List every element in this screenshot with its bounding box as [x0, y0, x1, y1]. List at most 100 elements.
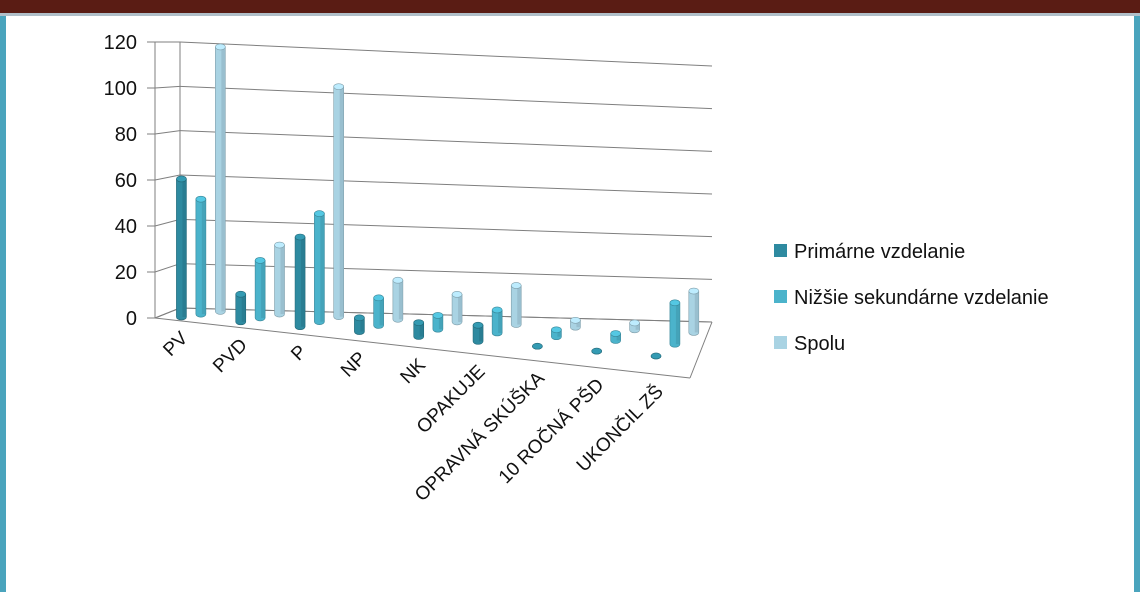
category-label: PVD — [209, 335, 251, 377]
bar-shade — [261, 260, 266, 318]
bar — [215, 43, 226, 315]
bar-top — [333, 83, 345, 90]
bar-top — [254, 257, 266, 264]
legend-label: Spolu — [794, 333, 845, 355]
bar-top — [294, 233, 306, 241]
bar — [432, 312, 444, 333]
floor-left-edge — [154, 307, 181, 319]
bar — [333, 83, 345, 320]
bar — [650, 352, 662, 360]
top-border — [0, 0, 1140, 13]
bar-top — [354, 314, 365, 322]
right-border — [1134, 16, 1140, 592]
top-border-inner — [0, 13, 1140, 16]
legend-label: Nižšie sekundárne vzdelanie — [794, 287, 1049, 309]
bar-shade — [635, 322, 640, 330]
floor-back-edge — [179, 307, 713, 323]
gridline — [179, 85, 713, 110]
bar-top — [413, 319, 425, 326]
bar — [472, 321, 484, 345]
bar-top — [532, 342, 543, 350]
bar-top — [432, 312, 444, 319]
bar-shade — [398, 280, 403, 320]
y-tick-label: 60 — [115, 170, 137, 192]
gridline — [179, 130, 713, 152]
bar-shade — [221, 46, 226, 312]
bar — [274, 241, 285, 318]
bar-shade — [694, 291, 699, 333]
y-tick-label: 0 — [126, 308, 137, 330]
bar-top — [314, 210, 325, 217]
bar-shade — [576, 320, 581, 328]
bar-top — [235, 290, 247, 298]
bar — [669, 299, 681, 348]
bar-shade — [301, 236, 306, 327]
gridline — [179, 218, 713, 238]
floor-right-edge — [689, 321, 713, 379]
bar — [610, 330, 621, 344]
bar-top — [451, 291, 463, 298]
bar-top — [551, 326, 562, 334]
bar-shade — [360, 317, 365, 332]
gridline-side — [154, 263, 181, 273]
bar-top — [274, 241, 285, 249]
bar-top — [215, 43, 226, 51]
bar — [195, 195, 207, 318]
bar — [254, 257, 266, 322]
bar — [354, 314, 365, 335]
bar-shade — [438, 315, 443, 330]
category-label: NK — [397, 354, 431, 388]
bar-top — [491, 306, 503, 314]
bar-shade — [182, 178, 187, 317]
bar-top — [570, 316, 581, 324]
bar — [392, 276, 404, 323]
gridline-side — [154, 218, 181, 227]
bar-shade — [675, 302, 680, 345]
bar-top — [510, 282, 522, 289]
gridline — [179, 263, 713, 280]
y-tick-labels: 0 20 40 60 80 100 120 — [104, 32, 137, 330]
bar-shade — [419, 322, 424, 337]
legend-item: Spolu — [774, 333, 845, 355]
left-border — [0, 16, 6, 592]
y-tick-label: 120 — [104, 32, 137, 54]
bar — [314, 210, 325, 325]
x-axis — [154, 317, 691, 379]
bar — [688, 287, 700, 336]
gridline — [179, 41, 713, 67]
bar-shade — [339, 86, 344, 317]
category-label: PV — [159, 328, 192, 361]
gridline-side — [154, 85, 181, 89]
bar-top — [472, 321, 484, 329]
bar-shade — [241, 294, 246, 322]
bar — [373, 294, 384, 329]
legend-item: Nižšie sekundárne vzdelanie — [774, 287, 1049, 309]
bar — [451, 291, 463, 326]
legend-label: Primárne vzdelanie — [794, 241, 965, 263]
bar-shade — [458, 294, 463, 322]
y-tick-label: 20 — [115, 262, 137, 284]
bar-shade — [479, 325, 484, 342]
bar-top — [195, 195, 207, 203]
gridline-side — [154, 130, 181, 135]
legend-swatch — [774, 290, 787, 303]
bar — [491, 306, 503, 337]
y-tick-label: 80 — [115, 124, 137, 146]
bar-shade — [320, 213, 325, 322]
bar — [570, 316, 581, 331]
legend-swatch — [774, 244, 787, 257]
bar-shade — [616, 333, 621, 341]
bar-top — [610, 330, 621, 337]
bar-top — [373, 294, 384, 302]
bar — [294, 233, 306, 330]
bar — [629, 319, 640, 334]
bar — [510, 282, 522, 328]
bar-shade — [379, 297, 384, 326]
bar — [413, 319, 425, 340]
category-label: P — [287, 341, 311, 365]
category-label: OPRAVNÁ SKÚŠKA — [410, 367, 549, 506]
legend: Primárne vzdelanie Nižšie sekundárne vzde… — [774, 241, 1049, 355]
gridline — [179, 174, 713, 195]
